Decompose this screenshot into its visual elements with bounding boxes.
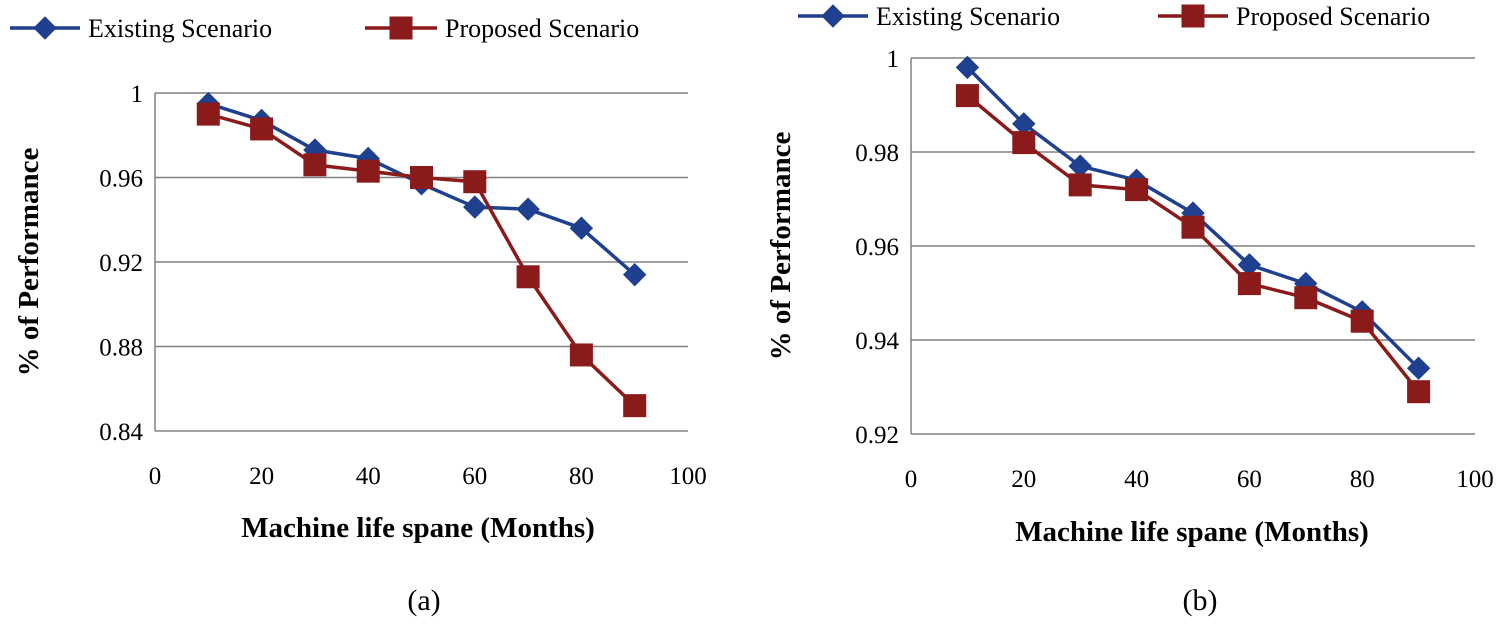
x-tick-label: 60: [1237, 466, 1262, 493]
chart-a: 0.84 0.88 0.92 0.96 1 0 20 40 60 80 100 Existing Sc…: [10, 14, 707, 617]
x-tick-label: 60: [462, 463, 487, 490]
x-tick-label: 80: [1350, 466, 1375, 493]
chart-caption: (a): [407, 584, 440, 617]
existing-scenario-point: [516, 197, 540, 221]
legend-label-existing-scenario: Existing Scenario: [876, 2, 1060, 31]
legend-marker-proposed-scenario: [389, 16, 413, 40]
legend-label-existing-scenario: Existing Scenario: [88, 14, 272, 43]
y-tick-label: 0.98: [855, 140, 899, 167]
proposed-scenario-point: [516, 265, 540, 289]
proposed-scenario-point: [196, 102, 220, 126]
x-tick-label: 20: [249, 463, 274, 490]
proposed-scenario-point: [250, 117, 274, 141]
existing-scenario-point: [622, 262, 647, 287]
y-tick-label: 0.92: [99, 250, 143, 277]
existing-scenario-point: [463, 195, 487, 219]
x-tick-label: 40: [1124, 466, 1149, 493]
y-tick-label: 1: [887, 46, 900, 73]
proposed-scenario-point: [463, 170, 487, 194]
legend-label-proposed-scenario: Proposed Scenario: [445, 14, 639, 43]
x-tick-label: 20: [1011, 466, 1036, 493]
proposed-scenario-point: [1181, 215, 1205, 239]
proposed-scenario-point: [410, 166, 433, 189]
x-tick-label: 0: [905, 466, 918, 493]
chart-caption: (b): [1183, 584, 1218, 617]
y-axis-title: % of Performance: [13, 148, 45, 377]
legend-marker-existing-scenario: [821, 4, 845, 28]
x-axis-title: Machine life spane (Months): [241, 512, 595, 544]
proposed-scenario-point: [569, 343, 593, 367]
proposed-scenario-point: [1294, 286, 1318, 310]
proposed-scenario-point: [1237, 272, 1261, 296]
proposed-scenario-point: [1068, 173, 1092, 197]
legend-marker-existing-scenario: [33, 16, 57, 40]
proposed-scenario-point: [1350, 309, 1374, 333]
proposed-scenario-point: [623, 394, 647, 418]
proposed-scenario-point: [356, 159, 380, 183]
existing-scenario-point: [569, 216, 594, 240]
x-tick-label: 40: [356, 463, 381, 490]
y-tick-label: 1: [131, 81, 144, 108]
proposed-scenario-point: [1407, 380, 1431, 404]
existing-scenario-point: [1406, 356, 1431, 380]
y-tick-label: 0.92: [855, 422, 899, 449]
legend-label-proposed-scenario: Proposed Scenario: [1236, 2, 1430, 31]
proposed-scenario-point: [1012, 131, 1036, 155]
chart-b: 0.92 0.94 0.96 0.98 1 0 20 40 60 80 100 Existing Sc…: [765, 2, 1494, 617]
y-tick-label: 0.94: [855, 328, 899, 355]
proposed-scenario-point: [955, 84, 979, 108]
proposed-scenario-point: [303, 153, 327, 177]
y-axis-title: % of Performance: [765, 132, 797, 361]
x-tick-label: 100: [1456, 466, 1494, 493]
x-axis-title: Machine life spane (Months): [1015, 516, 1369, 548]
x-tick-label: 0: [149, 463, 162, 490]
legend-marker-proposed-scenario: [1181, 4, 1205, 28]
y-tick-label: 0.84: [99, 419, 143, 446]
y-tick-label: 0.88: [99, 335, 143, 362]
y-tick-label: 0.96: [99, 166, 143, 193]
proposed-scenario-point: [1125, 178, 1149, 202]
x-tick-label: 80: [569, 463, 594, 490]
x-tick-label: 100: [669, 463, 707, 490]
y-tick-label: 0.96: [855, 234, 899, 261]
existing-scenario-point: [955, 55, 980, 80]
